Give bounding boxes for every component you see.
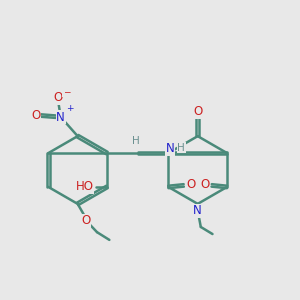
Text: N: N (166, 142, 174, 155)
Text: N: N (56, 111, 65, 124)
Text: −: − (62, 87, 70, 96)
Text: H: H (177, 142, 185, 152)
Text: H: H (132, 136, 140, 146)
Text: N: N (193, 204, 202, 217)
Text: HO: HO (76, 180, 94, 194)
Text: +: + (66, 104, 73, 113)
Text: O: O (32, 109, 41, 122)
Text: O: O (193, 105, 202, 118)
Text: O: O (200, 178, 209, 191)
Text: O: O (53, 92, 62, 104)
Text: O: O (82, 214, 91, 227)
Text: O: O (186, 178, 195, 191)
